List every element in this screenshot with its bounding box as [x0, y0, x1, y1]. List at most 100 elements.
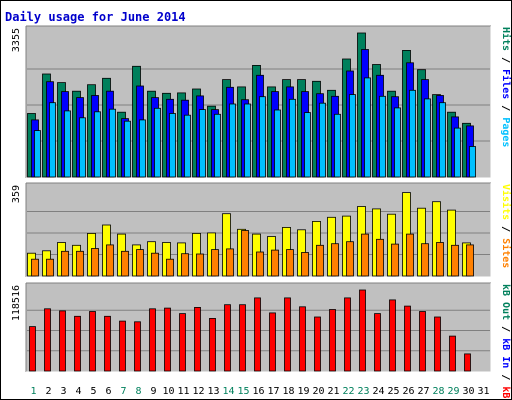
sites-bar-day-30 [466, 244, 474, 277]
kb-f-bar-day-27 [419, 311, 426, 372]
sites-bar-day-8 [136, 249, 144, 277]
kb-f-bar-day-8 [134, 321, 141, 372]
x-tick-label-12: 12 [192, 386, 204, 397]
x-tick-label-17: 17 [267, 386, 279, 397]
pages-bar-day-3 [64, 110, 71, 178]
pages-bar-day-26 [409, 89, 416, 178]
x-tick-label-3: 3 [60, 386, 66, 397]
x-tick-label-30: 30 [462, 386, 474, 397]
pages-bar-day-16 [259, 96, 266, 178]
x-tick-label-13: 13 [207, 386, 219, 397]
x-tick-label-24: 24 [372, 386, 384, 397]
pages-bar-day-14 [229, 103, 236, 178]
pages-bar-day-19 [304, 112, 311, 178]
pages-bar-day-17 [274, 109, 281, 178]
kb-f-bar-day-24 [374, 313, 381, 372]
legend-entry: / [500, 51, 511, 69]
x-tick-label-21: 21 [327, 386, 339, 397]
x-tick-label-15: 15 [237, 386, 249, 397]
pages-bar-day-29 [454, 127, 461, 178]
legend-entry: Visits [500, 184, 511, 220]
x-tick-label-6: 6 [105, 386, 111, 397]
pages-bar-day-8 [139, 119, 146, 178]
x-tick-label-23: 23 [357, 386, 369, 397]
sites-bar-day-18 [286, 249, 294, 277]
kb-f-bar-day-17 [269, 312, 276, 372]
x-tick-label-8: 8 [135, 386, 141, 397]
sites-bar-day-15 [241, 230, 249, 277]
kb-f-bar-day-23 [359, 289, 366, 372]
legend-entry: Files [500, 69, 511, 99]
sites-visits-legend: Visits / Sites [500, 184, 511, 268]
x-tick-label-9: 9 [150, 386, 156, 397]
kb-f-bar-day-26 [404, 305, 411, 372]
x-tick-label-31: 31 [477, 386, 489, 397]
sites-bar-day-22 [346, 241, 354, 277]
sites-visits-panel: 359 Visits / Sites [11, 182, 511, 278]
x-tick-label-16: 16 [252, 386, 264, 397]
x-tick-label-14: 14 [222, 386, 234, 397]
x-tick-label-11: 11 [177, 386, 189, 397]
x-tick-label-18: 18 [282, 386, 294, 397]
sites-bar-day-14 [226, 248, 234, 277]
pages-bar-day-12 [199, 109, 206, 178]
kb-f-bar-day-12 [194, 306, 201, 372]
sites-bar-day-13 [211, 249, 219, 277]
sites-bar-day-17 [271, 249, 279, 277]
kb-f-bar-day-29 [449, 335, 456, 372]
sites-bar-day-20 [316, 244, 324, 277]
x-tick-label-10: 10 [162, 386, 174, 397]
sites-bar-day-24 [376, 238, 384, 277]
x-tick-label-1: 1 [30, 386, 36, 397]
x-tick-label-20: 20 [312, 386, 324, 397]
sites-bar-day-29 [451, 244, 459, 277]
kb-f-bar-day-16 [254, 297, 261, 372]
pages-bar-day-10 [169, 113, 176, 178]
pages-bar-day-24 [379, 95, 386, 178]
x-tick-label-22: 22 [342, 386, 354, 397]
pages-bar-day-28 [439, 102, 446, 178]
sites-bar-day-25 [391, 243, 399, 277]
sites-bar-day-4 [76, 250, 84, 277]
kb-f-bar-day-2 [44, 308, 51, 372]
sites-bar-day-2 [46, 258, 54, 277]
kb-f-bar-day-20 [314, 316, 321, 372]
kb-f-bar-day-10 [164, 307, 171, 372]
pages-files-hits-panel: 3355 Hits / Files / Pages [11, 25, 511, 179]
kb-f-bar-day-18 [284, 297, 291, 372]
sites-bar-day-16 [256, 251, 264, 277]
kb-f-bar-day-14 [224, 304, 231, 372]
kb-f-bar-day-4 [74, 315, 81, 372]
sites-bar-day-12 [196, 253, 204, 277]
legend-entry: / [500, 320, 511, 338]
x-tick-label-29: 29 [447, 386, 459, 397]
pages-bar-day-27 [424, 98, 431, 178]
pages-files-hits-legend: Hits / Files / Pages [500, 27, 511, 147]
sites-bar-day-10 [166, 258, 174, 277]
kb-f-bar-day-21 [329, 309, 336, 372]
sites-bar-day-6 [106, 244, 114, 277]
kbin-kbout-ymax-label: 118516 [11, 285, 22, 321]
pages-bar-day-15 [244, 103, 251, 178]
sites-visits-ymax-label: 359 [11, 185, 22, 203]
pages-bar-day-25 [394, 107, 401, 178]
pages-bar-day-4 [79, 117, 86, 178]
pages-bar-day-21 [334, 113, 341, 178]
legend-entry: Sites [500, 238, 511, 268]
x-tick-label-28: 28 [432, 386, 444, 397]
x-tick-label-19: 19 [297, 386, 309, 397]
sites-bar-day-11 [181, 253, 189, 277]
sites-bar-day-9 [151, 252, 159, 277]
x-tick-label-5: 5 [90, 386, 96, 397]
pages-bar-day-13 [214, 113, 221, 178]
kb-f-bar-day-3 [59, 310, 66, 372]
sites-bar-day-21 [331, 243, 339, 277]
kb-f-bar-day-19 [299, 306, 306, 372]
legend-entry: / [500, 368, 511, 386]
sites-bar-day-1 [31, 258, 39, 277]
sites-bar-day-26 [406, 233, 414, 277]
kb-f-bar-day-25 [389, 299, 396, 372]
kb-f-bar-day-22 [344, 297, 351, 372]
